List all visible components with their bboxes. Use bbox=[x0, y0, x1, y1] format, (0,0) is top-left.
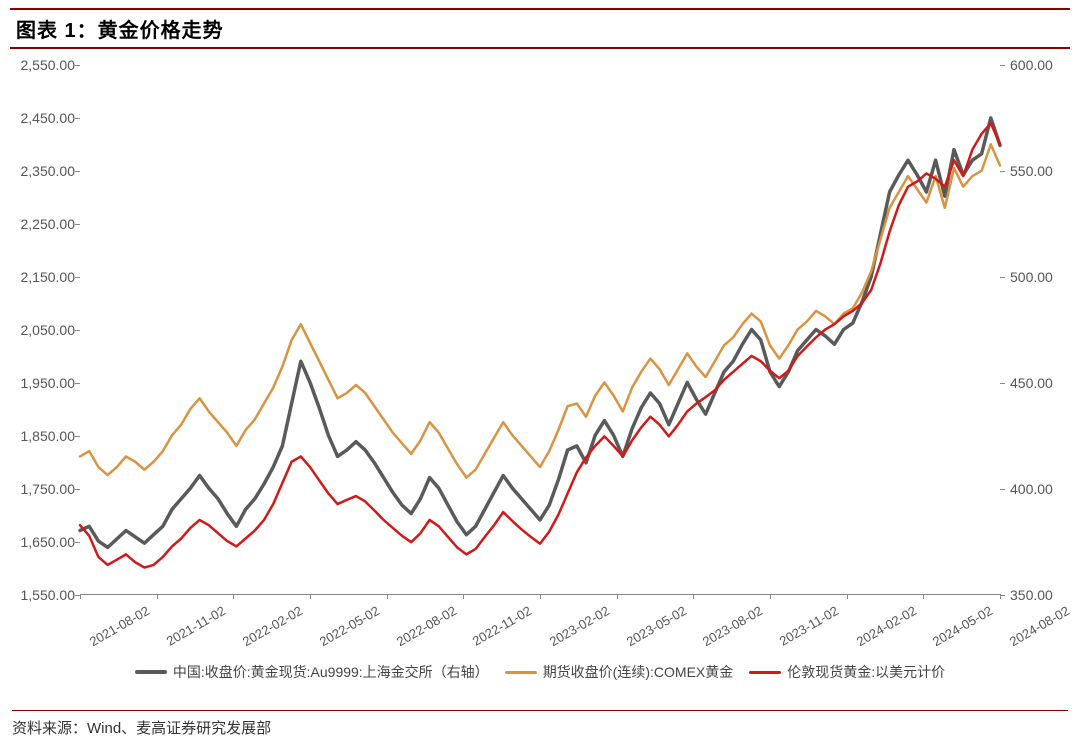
x-tick-label: 2021-08-02 bbox=[87, 603, 152, 649]
legend-swatch bbox=[505, 671, 537, 675]
y-left-tick-label: 1,850.00 bbox=[10, 428, 75, 444]
legend-swatch bbox=[135, 670, 167, 675]
x-tick-label: 2023-11-02 bbox=[777, 603, 841, 649]
y-right-tick-label: 350.00 bbox=[1010, 587, 1070, 603]
y-left-tick-label: 1,950.00 bbox=[10, 375, 75, 391]
x-tick-label: 2024-05-02 bbox=[930, 603, 995, 649]
y-left-tick-label: 2,250.00 bbox=[10, 216, 75, 232]
legend-item-china_gold: 中国:收盘价:黄金现货:Au9999:上海金交所（右轴） bbox=[135, 662, 489, 682]
x-tick-label: 2022-05-02 bbox=[317, 603, 382, 649]
y-left-tick-label: 2,450.00 bbox=[10, 110, 75, 126]
chart-source: 资料来源：Wind、麦高证券研究发展部 bbox=[12, 710, 1068, 738]
series-comex_gold bbox=[80, 144, 1000, 477]
x-tick-label: 2024-08-02 bbox=[1007, 603, 1072, 649]
gold-price-chart: 1,550.00 1,650.00 1,750.00 1,850.00 1,950.00… bbox=[10, 53, 1070, 683]
x-tick-label: 2022-08-02 bbox=[394, 603, 459, 649]
series-china_gold bbox=[80, 118, 1000, 548]
y-right-tick-label: 450.00 bbox=[1010, 375, 1070, 391]
y-right-tick-label: 550.00 bbox=[1010, 163, 1070, 179]
legend-label: 期货收盘价(连续):COMEX黄金 bbox=[543, 662, 734, 682]
y-left-tick-label: 2,150.00 bbox=[10, 269, 75, 285]
x-tick-label: 2021-11-02 bbox=[163, 603, 227, 649]
y-left-tick-label: 1,550.00 bbox=[10, 587, 75, 603]
x-axis: 2021-08-022021-11-02 2022-02-02 2022-05-02… bbox=[80, 601, 1000, 656]
legend-item-comex_gold: 期货收盘价(连续):COMEX黄金 bbox=[505, 662, 734, 682]
chart-legend: 中国:收盘价:黄金现货:Au9999:上海金交所（右轴） 期货收盘价(连续):CO… bbox=[80, 661, 1000, 682]
x-tick-label: 2023-05-02 bbox=[624, 603, 689, 649]
chart-title: 图表 1：黄金价格走势 bbox=[10, 14, 1070, 43]
y-left-tick-label: 2,050.00 bbox=[10, 322, 75, 338]
y-left-tick-label: 2,550.00 bbox=[10, 57, 75, 73]
y-left-axis: 1,550.001,650.001,750.001,850.001,950.00… bbox=[10, 65, 75, 595]
legend-swatch bbox=[749, 671, 781, 675]
legend-label: 伦敦现货黄金:以美元计价 bbox=[787, 662, 945, 682]
y-right-tick-label: 500.00 bbox=[1010, 269, 1070, 285]
x-tick-label: 2024-02-02 bbox=[854, 603, 919, 649]
x-tick-label: 2022-11-02 bbox=[470, 603, 534, 649]
x-tick-label: 2022-02-02 bbox=[240, 603, 305, 649]
x-tick-label: 2023-08-02 bbox=[700, 603, 765, 649]
legend-item-london_gold: 伦敦现货黄金:以美元计价 bbox=[749, 662, 945, 682]
y-left-tick-label: 2,350.00 bbox=[10, 163, 75, 179]
y-right-axis: 350.00400.00450.00500.00550.00600.00 bbox=[1010, 65, 1070, 595]
y-right-tick-label: 400.00 bbox=[1010, 481, 1070, 497]
y-left-tick-label: 1,650.00 bbox=[10, 534, 75, 550]
y-right-tick-label: 600.00 bbox=[1010, 57, 1070, 73]
x-tick-label: 2023-02-02 bbox=[547, 603, 612, 649]
legend-label: 中国:收盘价:黄金现货:Au9999:上海金交所（右轴） bbox=[173, 662, 489, 682]
y-left-tick-label: 1,750.00 bbox=[10, 481, 75, 497]
plot-area bbox=[80, 65, 1000, 595]
